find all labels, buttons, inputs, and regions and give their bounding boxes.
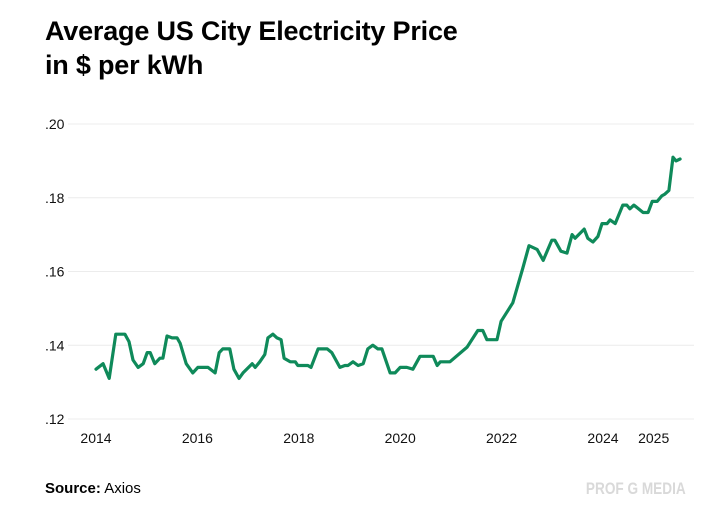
source-value: Axios — [104, 480, 141, 497]
chart-subtitle: in $ per kWh — [45, 50, 204, 80]
gridlines — [68, 123, 694, 420]
source-label: Source: — [45, 480, 101, 497]
y-tick-label: .20 — [45, 116, 65, 132]
x-tick-label: 2022 — [486, 430, 517, 446]
y-tick-label: .16 — [45, 264, 65, 280]
series-line — [94, 155, 682, 380]
chart-title: Average US City Electricity Price in $ p… — [45, 14, 458, 82]
series-lines — [94, 155, 682, 380]
y-axis: .20 .18 .16 .14 .12 — [45, 116, 65, 427]
x-tick-label: 2024 — [587, 430, 618, 446]
chart-title-line1: Average US City Electricity Price — [45, 16, 458, 46]
y-tick-label: .18 — [45, 190, 65, 206]
x-tick-label: 2020 — [385, 430, 416, 446]
x-tick-label: 2025 — [638, 430, 669, 446]
x-axis: 2014 2016 2018 2020 2022 2024 2025 — [80, 430, 669, 446]
x-tick-label: 2018 — [283, 430, 314, 446]
source-note: Source: Axios — [45, 480, 141, 497]
x-tick-label: 2016 — [182, 430, 213, 446]
y-tick-label: .12 — [45, 411, 65, 427]
y-tick-label: .14 — [45, 337, 65, 353]
x-tick-label: 2014 — [80, 430, 111, 446]
watermark-logo: PROF G MEDIA — [586, 479, 686, 498]
